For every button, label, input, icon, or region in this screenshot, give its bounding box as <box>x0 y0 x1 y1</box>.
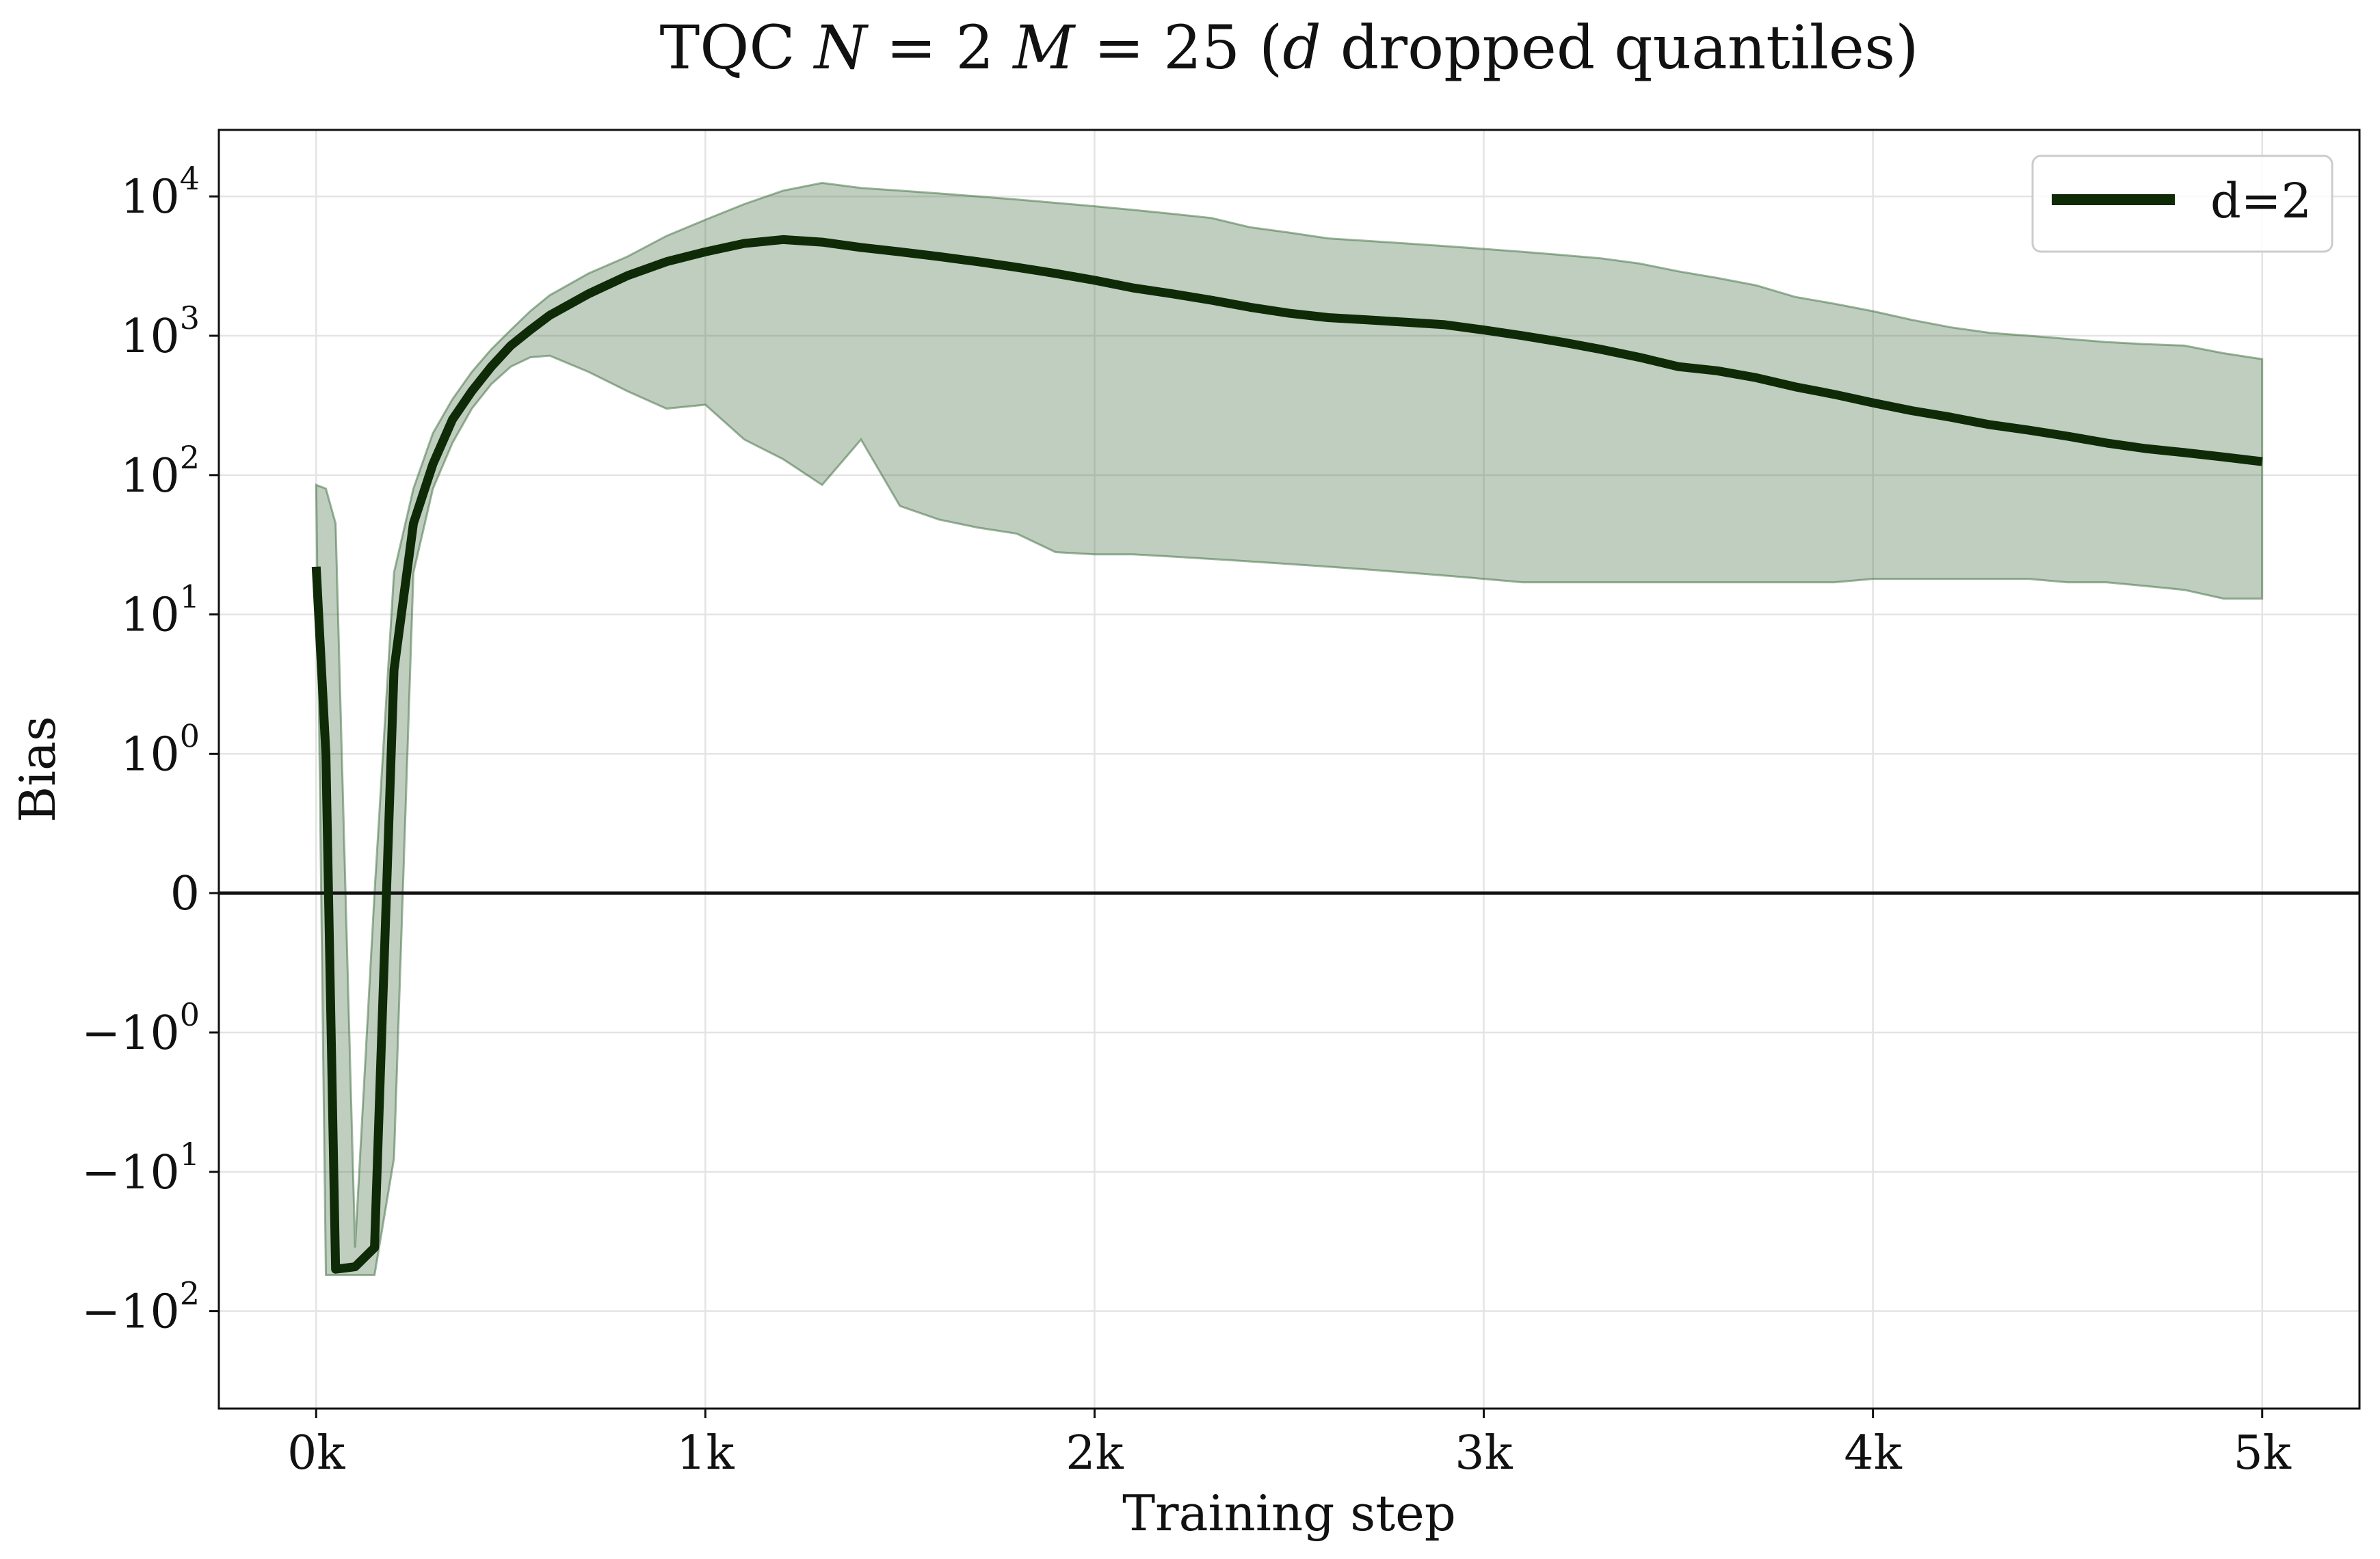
y-tick-label: −102 <box>81 1275 200 1340</box>
y-tick-label: 103 <box>120 299 200 364</box>
y-tick-label: 100 <box>120 717 200 782</box>
x-tick-label: 1k <box>676 1426 735 1480</box>
x-axis-ticks: 0k 1k 2k 3k 4k 5k <box>287 1409 2292 1480</box>
y-axis-label: Bias <box>9 716 66 823</box>
series-line-0 <box>311 235 2263 1274</box>
y-tick-label: 101 <box>120 578 200 643</box>
grid-lines <box>219 130 2359 1409</box>
chart-title: TQC N = 2 M = 25 (d dropped quantiles) <box>660 12 1919 83</box>
y-axis-ticks: 104 103 102 101 100 0 −100 −101 −102 <box>81 160 219 1340</box>
confidence-band-0 <box>315 181 2264 1277</box>
legend[interactable]: d=2 <box>2031 155 2333 253</box>
y-tick-label: 102 <box>120 439 200 503</box>
y-tick-label: −101 <box>81 1136 200 1200</box>
x-axis-label: Training step <box>1122 1484 1456 1542</box>
x-tick-label: 0k <box>287 1426 345 1480</box>
plot-frame <box>217 129 2361 1410</box>
legend-box <box>2031 155 2333 253</box>
series-line-layer <box>311 235 2263 1274</box>
y-tick-label: −100 <box>81 996 200 1061</box>
y-tick-label: 104 <box>120 160 200 224</box>
x-tick-label: 3k <box>1455 1426 1513 1480</box>
y-tick-label: 0 <box>170 867 200 921</box>
confidence-band-layer <box>315 181 2264 1277</box>
x-tick-label: 4k <box>1844 1426 1902 1480</box>
x-tick-label: 2k <box>1066 1426 1124 1480</box>
x-tick-label: 5k <box>2233 1426 2291 1480</box>
legend-label-d2: d=2 <box>2210 173 2312 229</box>
